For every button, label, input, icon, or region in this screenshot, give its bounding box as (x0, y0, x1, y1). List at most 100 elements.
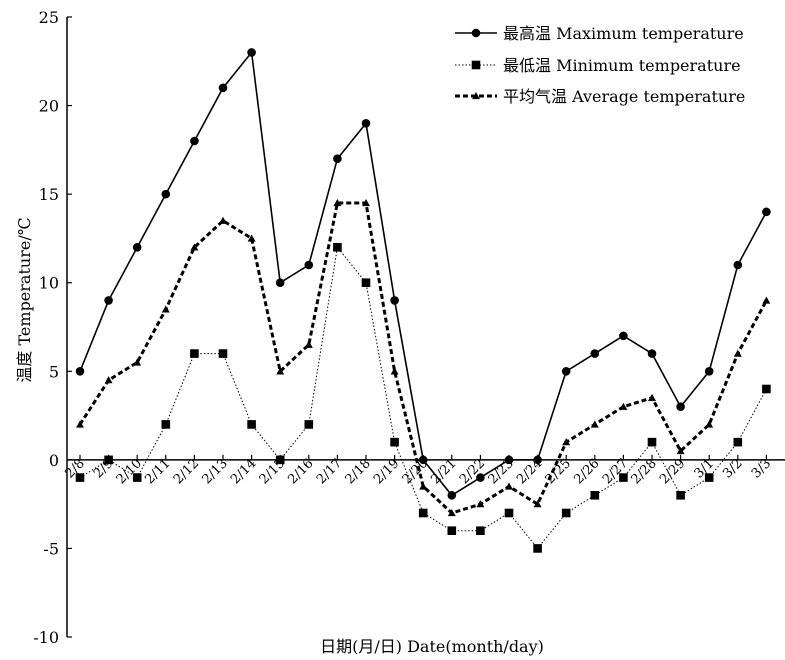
triangle-marker (104, 376, 113, 384)
y-tick-label: 5 (49, 362, 59, 381)
square-marker (504, 508, 514, 518)
circle-marker (304, 260, 314, 270)
triangle-marker (533, 500, 542, 508)
square-marker (561, 508, 571, 518)
triangle-marker (362, 199, 370, 207)
triangle-marker (590, 420, 599, 428)
square-marker (471, 60, 481, 70)
triangle-marker (247, 234, 256, 242)
circle-marker (762, 207, 771, 217)
square-marker (647, 437, 657, 447)
square-marker (418, 508, 428, 518)
square-marker (218, 349, 228, 358)
square-marker (733, 437, 743, 447)
triangle-marker (648, 393, 656, 402)
series-line (79, 246, 767, 550)
circle-marker (704, 366, 714, 376)
y-tick-label: 15 (39, 185, 59, 204)
triangle-marker (219, 216, 227, 224)
circle-marker (333, 154, 342, 164)
y-tick-label: 25 (39, 8, 59, 27)
circle-marker (247, 48, 256, 57)
y-tick-label: 0 (49, 451, 59, 470)
circle-marker (390, 296, 399, 305)
circle-marker (161, 189, 171, 199)
triangle-marker (333, 199, 342, 207)
square-marker (361, 278, 371, 288)
circle-marker (590, 349, 600, 358)
square-marker (533, 544, 542, 553)
x-tick-label: 2/14 (228, 456, 259, 487)
triangle-marker (505, 482, 513, 490)
legend-label: 最低温 Minimum temperature (503, 56, 741, 75)
square-marker (762, 384, 771, 394)
circle-marker (132, 242, 142, 252)
x-tick-label: 2/16 (285, 456, 316, 487)
square-marker (476, 526, 485, 536)
x-tick-label: 2/11 (142, 456, 173, 487)
circle-marker (733, 260, 743, 270)
x-tick-label: 2/18 (343, 456, 374, 487)
triangle-marker (562, 438, 571, 446)
triangle-marker (190, 243, 199, 251)
chart-axes (66, 17, 785, 637)
circle-marker (104, 296, 113, 305)
circle-marker (361, 118, 371, 128)
chart-legend: 最高温 Maximum temperature 最低温 Minimum tempe… (455, 24, 745, 106)
y-tick-label: -5 (43, 539, 59, 558)
legend-label: 最高温 Maximum temperature (503, 24, 744, 43)
y-tick-label: -10 (33, 628, 59, 647)
x-tick-label: 2/27 (600, 456, 631, 487)
y-tick-label: 20 (39, 97, 59, 116)
circle-marker (561, 366, 571, 376)
square-marker (75, 473, 85, 482)
triangle-marker (619, 402, 628, 410)
circle-marker (447, 490, 457, 500)
y-tick-label: 10 (39, 274, 59, 293)
triangle-marker (419, 482, 428, 490)
square-marker (333, 242, 342, 252)
square-marker (247, 420, 256, 429)
square-marker (190, 349, 199, 358)
series-circle (75, 48, 771, 500)
square-marker (161, 420, 171, 429)
square-marker (104, 455, 113, 465)
circle-marker (533, 455, 542, 465)
square-marker (390, 437, 399, 447)
triangle-marker (390, 367, 399, 375)
circle-marker (418, 455, 428, 465)
triangle-marker (276, 367, 285, 375)
x-tick-label: 2/19 (371, 456, 402, 487)
triangle-marker (133, 358, 142, 366)
circle-marker (275, 278, 285, 288)
triangle-marker (447, 509, 456, 517)
y-axis-ticks: -10 -5 0 5 10 15 20 25 (33, 8, 72, 647)
square-marker (619, 473, 628, 482)
square-marker (590, 490, 600, 500)
y-axis-title: 温度 Temperature/℃ (15, 217, 34, 382)
square-marker (132, 473, 142, 482)
triangle-marker (762, 296, 771, 304)
triangle-marker (476, 500, 485, 508)
circle-marker (619, 331, 628, 341)
square-marker (447, 526, 457, 536)
circle-marker (476, 473, 485, 482)
triangle-marker (161, 305, 170, 313)
x-tick-label: 2/28 (629, 456, 660, 487)
x-tick-label: 2/25 (543, 456, 574, 487)
legend-label: 平均气温 Average temperature (503, 87, 745, 106)
circle-marker (75, 366, 85, 376)
x-tick-label: 2/17 (314, 456, 345, 487)
series-layer (75, 48, 771, 553)
circle-marker (190, 136, 199, 146)
square-marker (304, 420, 314, 429)
circle-marker (471, 28, 481, 38)
x-tick-label: 2/26 (571, 456, 602, 487)
series-square (75, 242, 771, 553)
square-marker (704, 473, 714, 482)
circle-marker (676, 402, 685, 412)
triangle-marker (705, 420, 714, 428)
circle-marker (218, 83, 228, 93)
circle-marker (504, 455, 514, 465)
